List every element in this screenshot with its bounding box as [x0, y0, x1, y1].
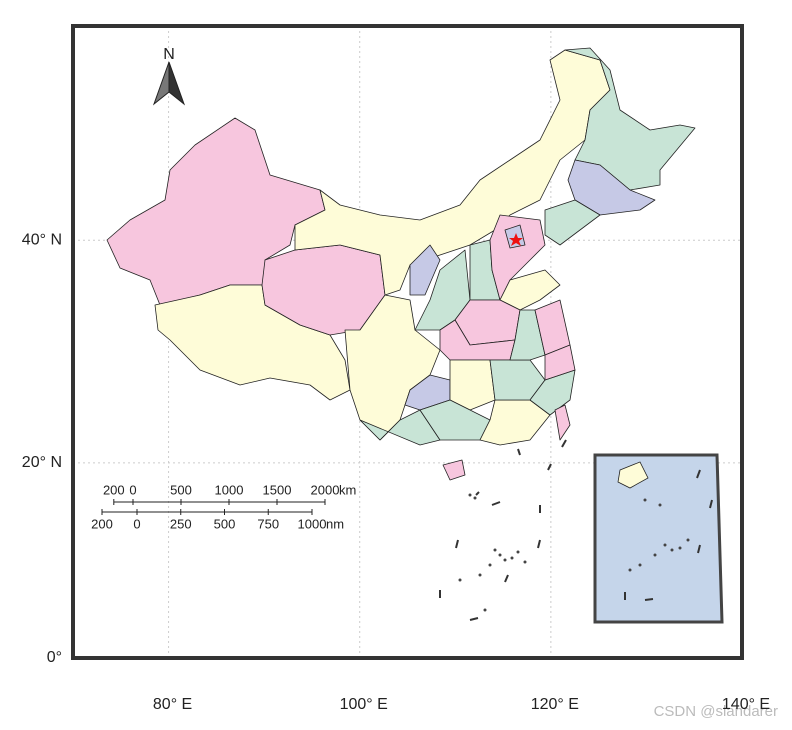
- islands: [458, 493, 527, 612]
- province: [554, 404, 571, 441]
- inset-boundary: [624, 469, 713, 601]
- x-tick-label: 100° E: [340, 696, 388, 713]
- province: [449, 359, 496, 411]
- province: [567, 159, 656, 216]
- province: [529, 369, 576, 416]
- scale-bar-label: 250: [170, 516, 192, 531]
- scale-bar-label: 1000: [215, 482, 244, 497]
- y-tick-label: 0°: [47, 649, 62, 666]
- inset-islands: [628, 498, 690, 572]
- scale-bar-label: 1000: [298, 516, 327, 531]
- province: [294, 49, 611, 296]
- y-tick-label: 40° N: [22, 231, 62, 248]
- province: [442, 459, 466, 481]
- north-arrow-right: [168, 61, 186, 106]
- province: [409, 244, 441, 296]
- capital-marker: [509, 233, 523, 246]
- scale-bar-label: 2000: [311, 482, 340, 497]
- inset-frame: [593, 453, 724, 624]
- scale-bar-label: 200: [103, 482, 125, 497]
- scale-bar-label: 500: [170, 482, 192, 497]
- scale-bar-label: 0: [133, 516, 140, 531]
- watermark: CSDN @slandarer: [654, 703, 778, 720]
- scale-bar-label: 0: [129, 482, 136, 497]
- inset-land: [617, 461, 649, 489]
- scale-bar-label: 1500: [263, 482, 292, 497]
- province: [489, 214, 546, 301]
- provinces: [106, 47, 696, 481]
- y-tick-label: 20° N: [22, 454, 62, 471]
- x-tick-label: 140° E: [722, 696, 770, 713]
- sea-boundary: [439, 439, 567, 621]
- scale-bar-label: 750: [257, 516, 279, 531]
- province: [544, 344, 576, 381]
- scale-bar-unit: nm: [326, 516, 344, 531]
- map-frame: [71, 24, 744, 660]
- north-label: N: [163, 46, 175, 63]
- scale-bar-label: 200: [91, 516, 113, 531]
- x-tick-label: 120° E: [531, 696, 579, 713]
- scale-bar-unit: km: [339, 482, 356, 497]
- north-arrow: N: [152, 46, 186, 106]
- inset: [593, 453, 724, 624]
- scale-bar-label: 500: [214, 516, 236, 531]
- province: [544, 199, 601, 246]
- province: [564, 47, 696, 191]
- x-tick-label: 80° E: [153, 696, 192, 713]
